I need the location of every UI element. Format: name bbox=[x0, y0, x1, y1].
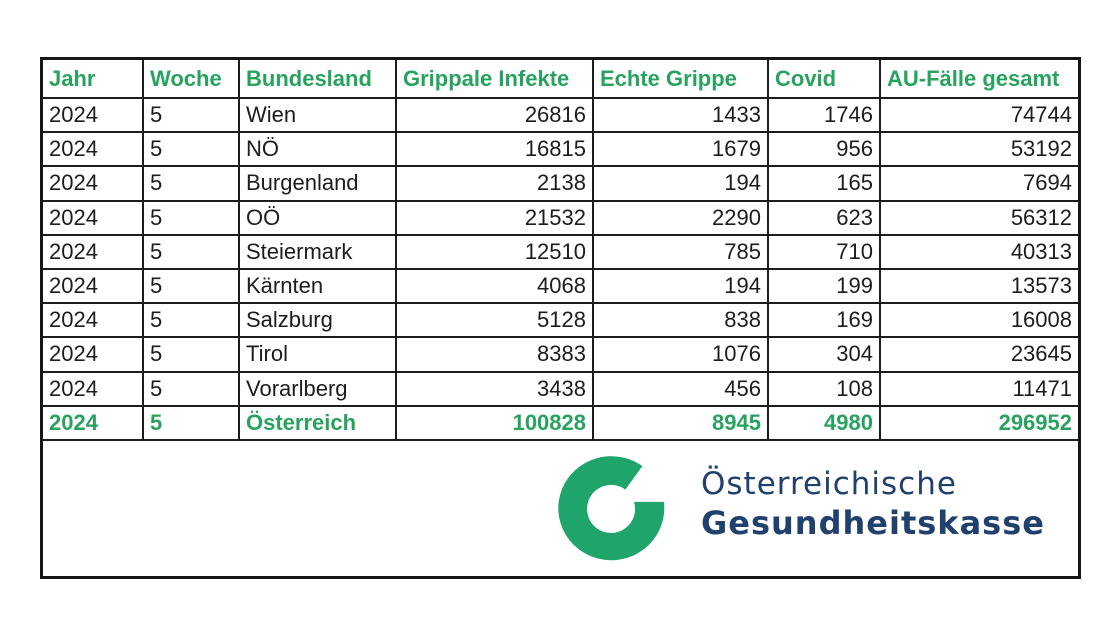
logo-text: Österreichische Gesundheitskasse bbox=[701, 465, 1045, 543]
cell-bundesland: Kärnten bbox=[238, 267, 397, 305]
cell-grippale: 26816 bbox=[395, 96, 594, 134]
table-header-row: Jahr Woche Bundesland Grippale Infekte Echte… bbox=[43, 60, 1078, 99]
cell-grippale: 5128 bbox=[395, 302, 594, 339]
cell-au: 7694 bbox=[879, 165, 1078, 202]
cell-jahr: 2024 bbox=[43, 131, 144, 168]
cell-grippale: 3438 bbox=[395, 370, 594, 407]
cell-grippale: 4068 bbox=[395, 267, 594, 305]
cell-bundesland: Österreich bbox=[238, 404, 397, 441]
cell-jahr: 2024 bbox=[43, 165, 144, 202]
cell-grippe: 8945 bbox=[592, 404, 769, 441]
cell-jahr: 2024 bbox=[43, 233, 144, 270]
cell-woche: 5 bbox=[142, 233, 240, 270]
cell-woche: 5 bbox=[142, 336, 240, 373]
cell-jahr: 2024 bbox=[43, 336, 144, 373]
au-report-table: Jahr Woche Bundesland Grippale Infekte Echte… bbox=[43, 60, 1078, 441]
cell-jahr: 2024 bbox=[43, 404, 144, 441]
column-header-jahr: Jahr bbox=[43, 60, 144, 99]
cell-grippe: 1679 bbox=[592, 131, 769, 168]
cell-covid: 199 bbox=[767, 267, 881, 305]
cell-woche: 5 bbox=[142, 267, 240, 305]
table-row: 2024 5 Burgenland 2138 194 165 7694 bbox=[43, 165, 1078, 202]
cell-au: 23645 bbox=[879, 336, 1078, 373]
column-header-bundesland: Bundesland bbox=[238, 60, 397, 99]
cell-covid: 304 bbox=[767, 336, 881, 373]
cell-grippe: 2290 bbox=[592, 199, 769, 236]
cell-covid: 710 bbox=[767, 233, 881, 270]
cell-au: 296952 bbox=[879, 404, 1078, 441]
column-header-woche: Woche bbox=[142, 60, 240, 99]
table-row: 2024 5 NÖ 16815 1679 956 53192 bbox=[43, 131, 1078, 168]
cell-grippe: 1076 bbox=[592, 336, 769, 373]
cell-jahr: 2024 bbox=[43, 370, 144, 407]
cell-woche: 5 bbox=[142, 96, 240, 134]
cell-woche: 5 bbox=[142, 302, 240, 339]
cell-grippe: 194 bbox=[592, 165, 769, 202]
column-header-au: AU-Fälle gesamt bbox=[879, 60, 1078, 99]
column-header-grippe: Echte Grippe bbox=[592, 60, 769, 99]
cell-grippale: 21532 bbox=[395, 199, 594, 236]
cell-covid: 1746 bbox=[767, 96, 881, 134]
table-row-total: 2024 5 Österreich 100828 8945 4980 296952 bbox=[43, 404, 1078, 441]
cell-covid: 165 bbox=[767, 165, 881, 202]
report-sheet: Jahr Woche Bundesland Grippale Infekte Echte… bbox=[40, 57, 1081, 579]
cell-grippe: 456 bbox=[592, 370, 769, 407]
cell-woche: 5 bbox=[142, 131, 240, 168]
cell-covid: 4980 bbox=[767, 404, 881, 441]
table-row: 2024 5 Wien 26816 1433 1746 74744 bbox=[43, 96, 1078, 134]
cell-covid: 623 bbox=[767, 199, 881, 236]
cell-grippe: 194 bbox=[592, 267, 769, 305]
cell-jahr: 2024 bbox=[43, 199, 144, 236]
logo-text-line1: Österreichische bbox=[701, 465, 957, 502]
cell-au: 74744 bbox=[879, 96, 1078, 134]
cell-grippale: 2138 bbox=[395, 165, 594, 202]
cell-bundesland: Wien bbox=[238, 96, 397, 134]
cell-woche: 5 bbox=[142, 199, 240, 236]
cell-woche: 5 bbox=[142, 165, 240, 202]
cell-au: 11471 bbox=[879, 370, 1078, 407]
cell-covid: 956 bbox=[767, 131, 881, 168]
cell-bundesland: Vorarlberg bbox=[238, 370, 397, 407]
cell-bundesland: OÖ bbox=[238, 199, 397, 236]
cell-jahr: 2024 bbox=[43, 267, 144, 305]
column-header-grippale: Grippale Infekte bbox=[395, 60, 594, 99]
cell-grippale: 100828 bbox=[395, 404, 594, 441]
cell-bundesland: Salzburg bbox=[238, 302, 397, 339]
table-row: 2024 5 Tirol 8383 1076 304 23645 bbox=[43, 336, 1078, 373]
cell-au: 13573 bbox=[879, 267, 1078, 305]
cell-grippale: 8383 bbox=[395, 336, 594, 373]
oegk-ring-icon bbox=[558, 456, 665, 561]
table-row: 2024 5 Salzburg 5128 838 169 16008 bbox=[43, 302, 1078, 339]
column-header-covid: Covid bbox=[767, 60, 881, 99]
cell-au: 56312 bbox=[879, 199, 1078, 236]
table-row: 2024 5 Kärnten 4068 194 199 13573 bbox=[43, 267, 1078, 305]
cell-covid: 169 bbox=[767, 302, 881, 339]
table-row: 2024 5 OÖ 21532 2290 623 56312 bbox=[43, 199, 1078, 236]
cell-au: 53192 bbox=[879, 131, 1078, 168]
cell-grippe: 785 bbox=[592, 233, 769, 270]
cell-grippale: 12510 bbox=[395, 233, 594, 270]
table-row: 2024 5 Vorarlberg 3438 456 108 11471 bbox=[43, 370, 1078, 407]
cell-grippe: 1433 bbox=[592, 96, 769, 134]
logo-area: Österreichische Gesundheitskasse bbox=[43, 440, 1078, 576]
cell-bundesland: Burgenland bbox=[238, 165, 397, 202]
cell-au: 40313 bbox=[879, 233, 1078, 270]
cell-bundesland: NÖ bbox=[238, 131, 397, 168]
cell-bundesland: Tirol bbox=[238, 336, 397, 373]
cell-jahr: 2024 bbox=[43, 96, 144, 134]
cell-woche: 5 bbox=[142, 370, 240, 407]
cell-grippale: 16815 bbox=[395, 131, 594, 168]
table-row: 2024 5 Steiermark 12510 785 710 40313 bbox=[43, 233, 1078, 270]
cell-au: 16008 bbox=[879, 302, 1078, 339]
cell-bundesland: Steiermark bbox=[238, 233, 397, 270]
cell-woche: 5 bbox=[142, 404, 240, 441]
cell-covid: 108 bbox=[767, 370, 881, 407]
cell-jahr: 2024 bbox=[43, 302, 144, 339]
cell-grippe: 838 bbox=[592, 302, 769, 339]
logo-text-line2: Gesundheitskasse bbox=[701, 503, 1045, 542]
